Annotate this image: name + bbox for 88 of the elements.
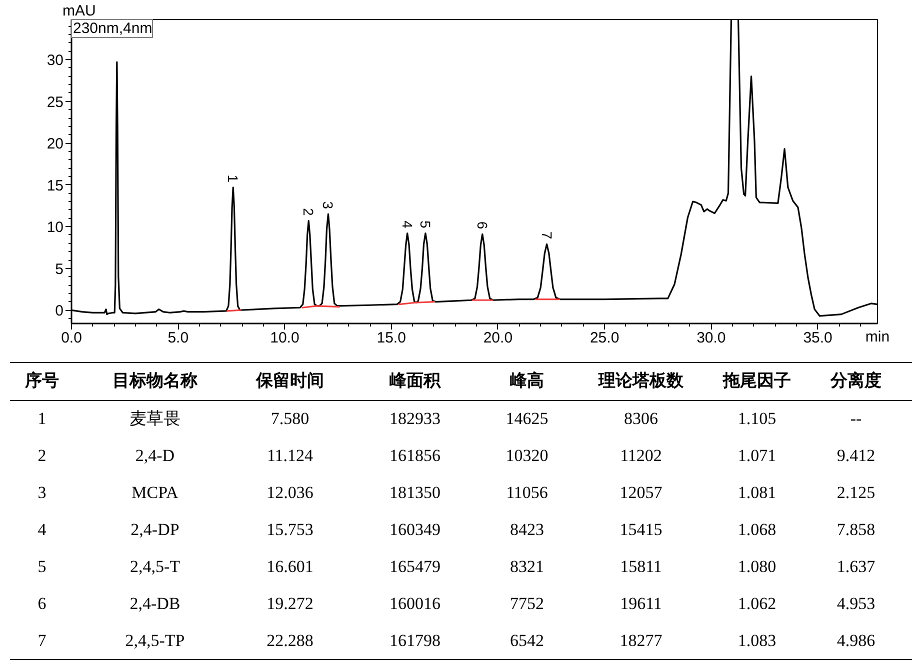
text: 1.068 — [736, 518, 778, 541]
text: 麦草畏 — [128, 408, 182, 430]
annotation: 5 — [417, 220, 434, 229]
text: 1.637 — [836, 556, 876, 578]
text: 16.601 — [266, 556, 314, 578]
text: 8321 — [509, 556, 545, 578]
text: 分离度 — [800, 362, 912, 400]
y-tick-label: 15 — [46, 177, 64, 194]
text: 7752 — [509, 592, 545, 615]
text: 2.125 — [836, 482, 876, 504]
text: 1.105 — [736, 408, 778, 430]
text: 19.272 — [266, 592, 314, 615]
text: 15811 — [619, 556, 663, 578]
text: 1 — [36, 408, 48, 430]
text: 12057 — [618, 482, 664, 504]
annotation: 4 — [399, 220, 416, 229]
text: 4.953 — [836, 592, 876, 615]
text: MCPA — [130, 482, 180, 504]
text: 18277 — [618, 630, 664, 652]
text: 2,4-D — [134, 444, 176, 467]
annotation: 7 — [538, 231, 555, 240]
text: 1.062 — [736, 592, 778, 615]
text: 182933 — [388, 408, 442, 430]
y-tick-label: 10 — [46, 219, 64, 236]
x-tick-label: 0.0 — [61, 330, 82, 346]
text: 1.080 — [736, 556, 778, 578]
text: 1.083 — [736, 630, 778, 652]
text: 165479 — [388, 556, 442, 578]
y-tick-label: 5 — [55, 260, 64, 278]
x-tick-label: 5.0 — [168, 330, 189, 346]
text: 12.036 — [266, 482, 314, 504]
x-tick-label: 10.0 — [270, 330, 300, 346]
text: 峰高 — [486, 362, 568, 400]
text: 6 — [36, 592, 48, 615]
text: 4.986 — [836, 630, 876, 652]
annotation: 1 — [225, 174, 242, 183]
text: 2,4,5-T — [128, 556, 182, 578]
text: 2 — [36, 444, 48, 467]
x-tick-label: 15.0 — [376, 330, 406, 346]
text: 保留时间 — [236, 362, 344, 400]
x-tick-label: 20.0 — [483, 330, 513, 346]
text: 序号 — [10, 362, 74, 400]
text: 6542 — [509, 630, 545, 652]
text: 19611 — [619, 592, 663, 615]
text: 2,4-DB — [128, 592, 182, 615]
text: 181350 — [388, 482, 442, 504]
x-tick-label: 35.0 — [803, 330, 832, 346]
text: 230nm,4nm — [73, 20, 152, 37]
annotation: 2 — [300, 208, 317, 216]
x-tick-label: 25.0 — [590, 330, 620, 346]
text: 8306 — [623, 408, 659, 430]
y-tick-label: 20 — [46, 136, 64, 153]
text: 目标物名称 — [74, 362, 236, 400]
text: 7.580 — [270, 408, 310, 430]
y-tick-label: 30 — [46, 52, 64, 70]
text: -- — [849, 408, 863, 430]
text: 7.858 — [836, 518, 876, 541]
text: 峰面积 — [344, 362, 486, 400]
x-axis-title: min — [865, 328, 890, 346]
text: 拖尾因子 — [714, 362, 800, 400]
text: 11202 — [619, 444, 663, 467]
text: 8423 — [509, 518, 545, 541]
text: 160016 — [388, 592, 442, 615]
text: 3 — [36, 482, 48, 504]
text: 15.753 — [266, 518, 314, 541]
text: 161856 — [388, 444, 442, 467]
text: 10320 — [504, 444, 550, 467]
text: 2,4-DP — [130, 518, 180, 541]
text: 160349 — [388, 518, 442, 541]
text: 1.081 — [736, 482, 778, 504]
text: 4 — [36, 518, 48, 541]
annotation: 6 — [474, 221, 490, 230]
text: 1.071 — [736, 444, 778, 467]
text: 11.124 — [266, 444, 314, 467]
text: 14625 — [504, 408, 550, 430]
annotation: 3 — [320, 201, 336, 210]
x-tick-label: 30.0 — [696, 330, 726, 346]
y-tick-label: 25 — [46, 94, 64, 111]
text: 理论塔板数 — [568, 362, 714, 400]
text: 2,4,5-TP — [124, 630, 186, 652]
y-axis-title: mAU — [62, 2, 96, 20]
text: 15415 — [618, 518, 664, 541]
text: 161798 — [388, 630, 442, 652]
y-tick-label: 0 — [55, 302, 64, 320]
text: 11056 — [505, 482, 549, 504]
text: 7 — [36, 630, 48, 652]
text: 22.288 — [266, 630, 314, 652]
text: 9.412 — [836, 444, 876, 467]
